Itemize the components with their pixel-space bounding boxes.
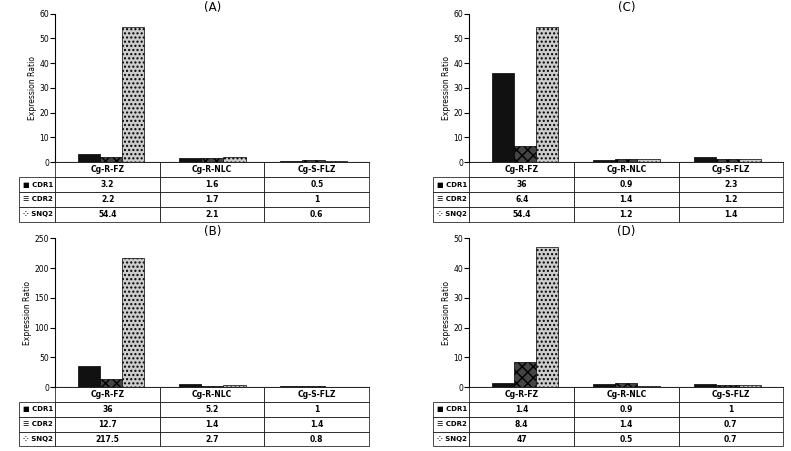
Title: (D): (D) (617, 226, 635, 238)
Title: (C): (C) (618, 0, 635, 14)
Bar (615, 159, 638, 162)
Y-axis label: Expression Ratio: Expression Ratio (441, 56, 451, 120)
Bar (593, 384, 615, 387)
Bar (694, 156, 717, 162)
Bar (514, 147, 536, 162)
Bar (122, 258, 145, 387)
Bar (223, 386, 245, 387)
Bar (122, 28, 145, 162)
Bar (302, 386, 324, 387)
Bar (739, 159, 761, 162)
Bar (179, 158, 201, 162)
Bar (179, 384, 201, 387)
Bar (615, 383, 638, 387)
Bar (536, 28, 558, 162)
Bar (638, 386, 660, 387)
Bar (492, 383, 514, 387)
Bar (223, 157, 245, 162)
Bar (694, 384, 717, 387)
Title: (A): (A) (203, 0, 221, 14)
Bar (717, 385, 739, 387)
Bar (201, 158, 223, 162)
Y-axis label: Expression Ratio: Expression Ratio (23, 281, 32, 345)
Bar (638, 159, 660, 162)
Bar (324, 161, 346, 162)
Bar (78, 366, 100, 387)
Bar (739, 385, 761, 387)
Bar (492, 73, 514, 162)
Bar (514, 362, 536, 387)
Bar (78, 154, 100, 162)
Bar (100, 379, 122, 387)
Bar (593, 160, 615, 162)
Y-axis label: Expression Ratio: Expression Ratio (441, 281, 451, 345)
Title: (B): (B) (203, 226, 221, 238)
Bar (280, 161, 302, 162)
Bar (302, 160, 324, 162)
Bar (536, 247, 558, 387)
Bar (201, 386, 223, 387)
Bar (717, 159, 739, 162)
Bar (100, 157, 122, 162)
Y-axis label: Expression Ratio: Expression Ratio (28, 56, 36, 120)
